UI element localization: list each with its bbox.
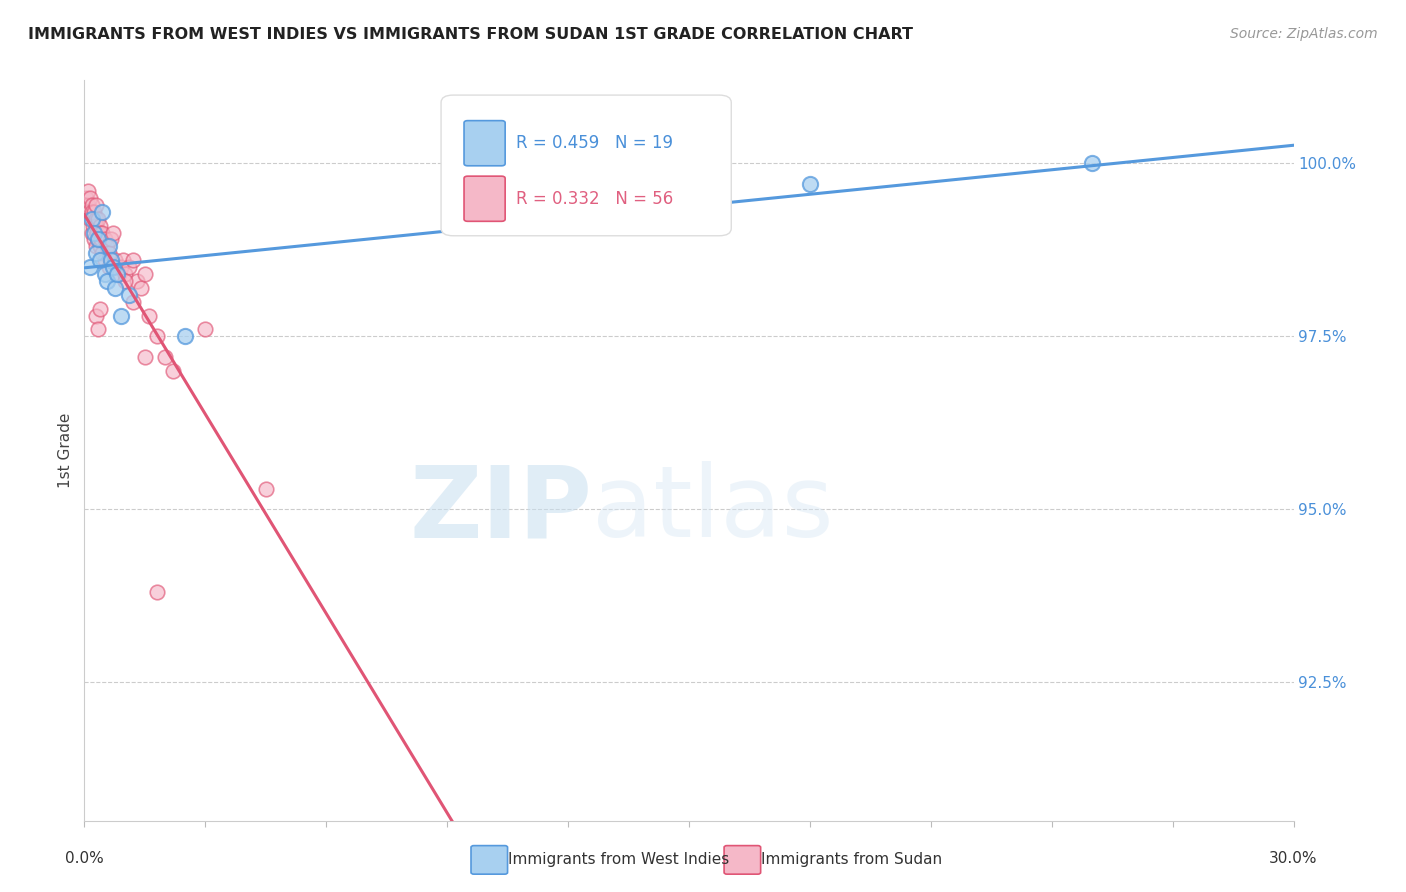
Point: [89, 253, 111, 268]
Point: [76, 198, 98, 212]
Point: [110, 309, 132, 323]
Text: Immigrants from Sudan: Immigrants from Sudan: [761, 853, 942, 867]
Point: [80, 198, 103, 212]
Point: [100, 232, 122, 246]
Point: [129, 281, 152, 295]
Point: [89, 239, 111, 253]
Point: [96, 274, 118, 288]
Point: [138, 309, 160, 323]
FancyBboxPatch shape: [464, 176, 505, 221]
Point: [194, 322, 217, 336]
Point: [114, 267, 136, 281]
Point: [86, 226, 108, 240]
Point: [86, 219, 108, 233]
Point: [83, 232, 105, 246]
Point: [121, 253, 143, 268]
Point: [107, 267, 129, 281]
Point: [86, 239, 108, 253]
Point: [101, 226, 124, 240]
Point: [87, 232, 110, 246]
Point: [75, 191, 97, 205]
Point: [93, 253, 115, 268]
Text: 30.0%: 30.0%: [1270, 851, 1317, 866]
Point: [79, 211, 101, 226]
Point: [93, 232, 115, 246]
Point: [89, 226, 111, 240]
Text: Immigrants from West Indies: Immigrants from West Indies: [508, 853, 728, 867]
Point: [97, 246, 120, 260]
Point: [105, 267, 128, 281]
Text: R = 0.459   N = 19: R = 0.459 N = 19: [516, 134, 673, 153]
Point: [82, 226, 104, 240]
Point: [1081, 156, 1104, 170]
Text: 0.0%: 0.0%: [65, 851, 104, 866]
Point: [82, 219, 104, 233]
Point: [799, 177, 821, 191]
Point: [114, 274, 136, 288]
Point: [97, 260, 120, 274]
Point: [97, 239, 120, 253]
Point: [96, 239, 118, 253]
FancyBboxPatch shape: [464, 120, 505, 166]
Point: [91, 226, 114, 240]
Point: [105, 260, 128, 274]
FancyBboxPatch shape: [441, 95, 731, 235]
Point: [83, 204, 105, 219]
Point: [87, 322, 110, 336]
Point: [111, 253, 134, 268]
Point: [101, 260, 124, 274]
Point: [121, 294, 143, 309]
Point: [86, 246, 108, 260]
Point: [86, 198, 108, 212]
Point: [254, 482, 277, 496]
Point: [87, 232, 110, 246]
Point: [174, 329, 197, 343]
Point: [84, 211, 107, 226]
Point: [104, 253, 127, 268]
Point: [162, 364, 184, 378]
Y-axis label: 1st Grade: 1st Grade: [58, 413, 73, 488]
Point: [87, 211, 110, 226]
Text: Source: ZipAtlas.com: Source: ZipAtlas.com: [1230, 27, 1378, 41]
Text: R = 0.332   N = 56: R = 0.332 N = 56: [516, 190, 673, 208]
Text: atlas: atlas: [592, 461, 834, 558]
Point: [82, 204, 104, 219]
Point: [91, 246, 114, 260]
Text: ZIP: ZIP: [409, 461, 592, 558]
Point: [125, 274, 148, 288]
Point: [82, 211, 104, 226]
Point: [100, 253, 122, 268]
Point: [79, 260, 101, 274]
Point: [134, 350, 156, 364]
Point: [146, 329, 169, 343]
Point: [83, 226, 105, 240]
Point: [89, 219, 111, 233]
Point: [77, 184, 100, 198]
Point: [93, 267, 115, 281]
Text: IMMIGRANTS FROM WEST INDIES VS IMMIGRANTS FROM SUDAN 1ST GRADE CORRELATION CHART: IMMIGRANTS FROM WEST INDIES VS IMMIGRANT…: [28, 27, 912, 42]
Point: [118, 260, 141, 274]
Point: [89, 301, 111, 316]
Point: [134, 267, 156, 281]
Point: [153, 350, 176, 364]
Point: [118, 287, 141, 301]
Point: [146, 585, 169, 599]
Point: [110, 260, 132, 274]
Point: [79, 191, 101, 205]
Point: [77, 204, 100, 219]
Point: [90, 232, 112, 246]
Point: [91, 204, 114, 219]
Point: [104, 281, 127, 295]
Point: [86, 309, 108, 323]
